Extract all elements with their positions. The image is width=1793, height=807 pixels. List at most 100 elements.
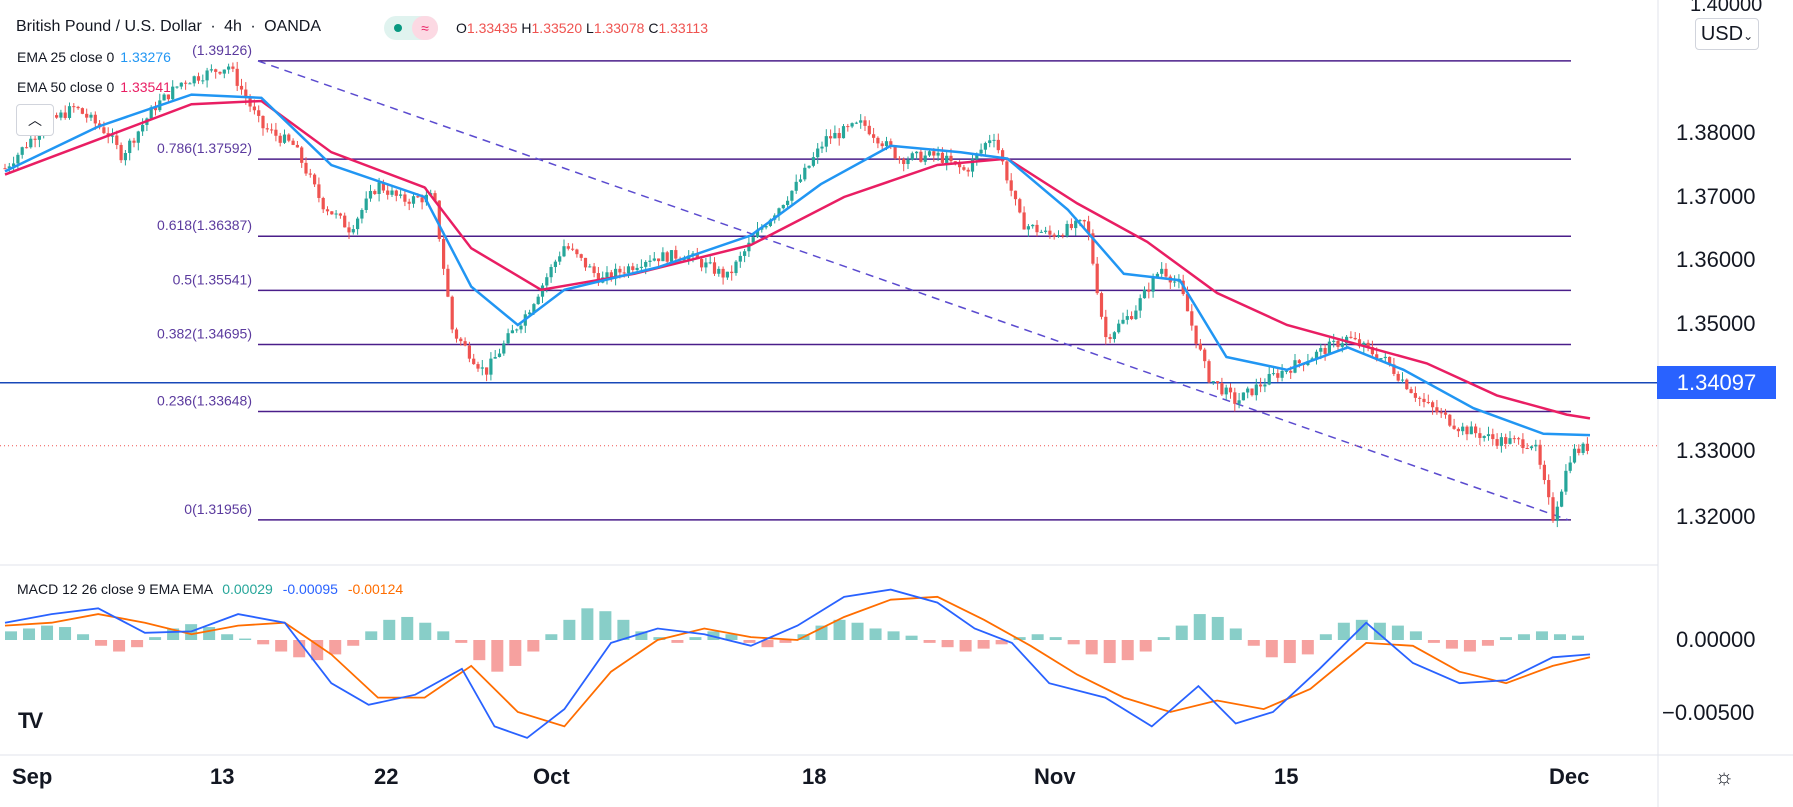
candle-body — [93, 114, 97, 124]
candle-body — [343, 215, 347, 228]
candle-body — [1452, 425, 1456, 429]
macd-histogram-bar — [743, 640, 756, 643]
macd-histogram-bar — [689, 637, 702, 640]
candle-body — [330, 211, 334, 215]
candle-body — [953, 161, 957, 163]
macd-signal-line — [4, 595, 1591, 728]
macd-histogram-bar — [1535, 631, 1548, 640]
macd-histogram-bar — [635, 631, 648, 640]
candle-body — [394, 190, 398, 196]
candle-body — [63, 112, 67, 118]
candle-body — [493, 357, 497, 359]
candle-body — [1224, 387, 1228, 395]
macd-histogram-bar — [1031, 634, 1044, 640]
candle-body — [829, 136, 833, 139]
currency-label: USD — [1700, 23, 1744, 45]
macd-histogram-bar — [671, 640, 684, 643]
candle-body — [1327, 341, 1331, 354]
candle-body — [80, 108, 84, 114]
candle-body — [958, 162, 962, 168]
candle-body — [872, 134, 876, 138]
price-axis-label: 1.32000 — [1676, 504, 1756, 529]
macd-histogram-bar — [1067, 640, 1080, 645]
candle-body — [1039, 231, 1043, 233]
candle-body — [205, 70, 209, 81]
candle-body — [175, 86, 179, 88]
candle-body — [1095, 263, 1099, 294]
symbol-title[interactable]: British Pound / U.S. Dollar — [16, 18, 202, 35]
trend-lines[interactable] — [0, 60, 1658, 521]
dashed-trend-line — [257, 60, 1569, 521]
candle-body — [605, 272, 609, 278]
candle-body — [1345, 336, 1349, 344]
price-axis-label: 1.36000 — [1676, 247, 1756, 272]
candle-body — [7, 166, 11, 169]
candle-body — [1585, 443, 1589, 451]
interval-label[interactable]: 4h — [224, 18, 242, 35]
candle-body — [485, 367, 489, 375]
open-label: O — [456, 20, 467, 36]
macd-histogram-bar — [977, 640, 990, 649]
market-status-badge[interactable]: ≈ — [384, 16, 438, 40]
ema25-legend[interactable]: EMA 25 close 0 1.33276 — [17, 49, 171, 65]
candle-body — [1400, 379, 1405, 381]
macd-legend[interactable]: MACD 12 26 close 9 EMA EMA 0.00029 -0.00… — [17, 581, 403, 597]
fib-level-label: 0(1.31956) — [184, 501, 252, 517]
candle-body — [721, 268, 725, 278]
candle-body — [1564, 470, 1568, 492]
candle-body — [1547, 480, 1551, 498]
candle-body — [1396, 373, 1400, 381]
candle-body — [614, 268, 618, 279]
candle-body — [1022, 212, 1026, 230]
candle-body — [820, 146, 824, 149]
ema50-legend[interactable]: EMA 50 close 0 1.33541 — [17, 79, 171, 95]
candle-body — [386, 190, 390, 195]
macd-histogram-bar — [1517, 634, 1530, 640]
candle-body — [29, 138, 33, 148]
current-level-tag: 1.34097 — [1657, 366, 1776, 399]
candle-body — [1409, 389, 1413, 394]
candle-body — [1001, 150, 1005, 162]
candle-body — [141, 124, 145, 132]
candle-body — [291, 140, 295, 145]
macd-histogram-bar — [1463, 640, 1476, 652]
settings-gear-icon[interactable]: ☼ — [1714, 764, 1735, 789]
candle-body — [1508, 438, 1512, 444]
candle-body — [1198, 343, 1202, 350]
candle-body — [717, 268, 721, 274]
ema50-line — [4, 99, 1591, 420]
candle-body — [1289, 370, 1293, 373]
collapse-legend-button[interactable]: ︿ — [16, 104, 54, 136]
candle-body — [162, 94, 166, 101]
candle-body — [1065, 223, 1069, 237]
macd-histogram-bar — [941, 640, 954, 648]
macd-histogram-bar — [1481, 640, 1494, 646]
macd-pane — [4, 588, 1591, 739]
ohlc-values: O1.33435 H1.33520 L1.33078 C1.33113 — [456, 20, 708, 36]
symbol-header[interactable]: British Pound / U.S. Dollar · 4h · OANDA — [16, 18, 322, 35]
candle-body — [1018, 199, 1022, 213]
candle-body — [1465, 426, 1469, 435]
candle-body — [674, 250, 678, 259]
candle-body — [889, 141, 893, 147]
candle-body — [85, 113, 89, 118]
candle-body — [1366, 342, 1370, 348]
candle-body — [1142, 289, 1147, 299]
candle-body — [1491, 434, 1495, 440]
candle-body — [1194, 325, 1198, 344]
candle-body — [540, 285, 545, 297]
macd-histogram-bar — [599, 611, 612, 640]
candle-body — [992, 139, 996, 141]
candle-body — [631, 266, 635, 270]
macd-histogram-bar — [1373, 622, 1386, 640]
tradingview-logo-icon[interactable]: TV — [18, 708, 43, 733]
fib-level-label: 0.5(1.35541) — [173, 271, 252, 287]
fibonacci-retracement[interactable]: (1.39126) 0.786(1.37592) 0.618(1.36387) 0.5… — [157, 42, 1571, 521]
candle-body — [1104, 316, 1108, 338]
candle-body — [72, 106, 76, 108]
candle-body — [704, 262, 708, 268]
currency-selector[interactable]: USD⌄ — [1695, 18, 1759, 50]
candle-body — [442, 239, 446, 269]
candle-body — [171, 86, 175, 100]
